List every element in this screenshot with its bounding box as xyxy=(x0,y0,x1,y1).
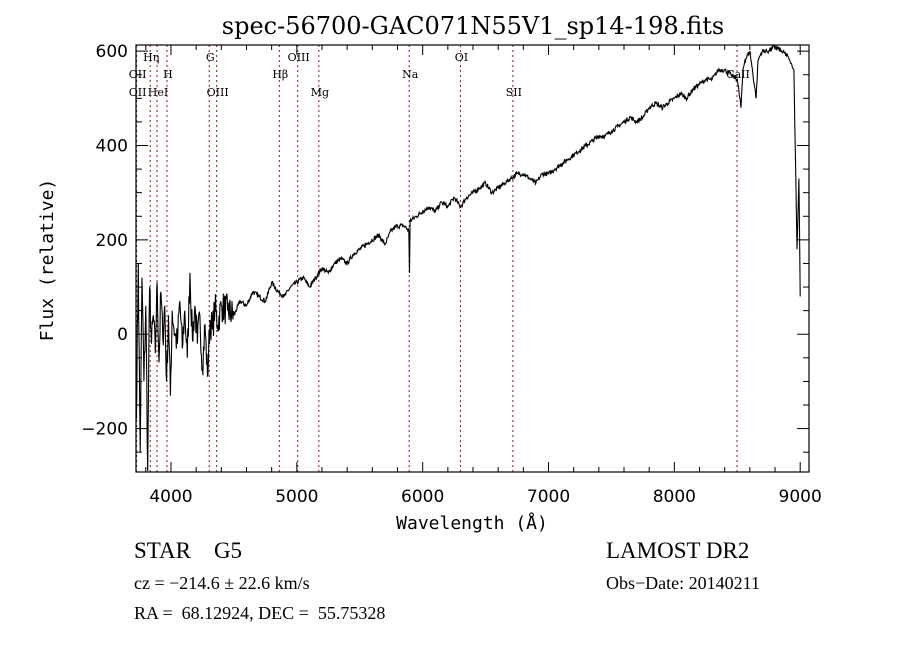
line-marker-label: SII xyxy=(506,86,522,99)
x-tick-label: 5000 xyxy=(275,487,318,507)
x-tick-label: 4000 xyxy=(149,487,192,507)
chart-title: spec-56700-GAC071N55V1_sp14-198.fits xyxy=(222,12,724,40)
x-tick-label: 8000 xyxy=(653,487,696,507)
spectrum-line-spectrum xyxy=(135,44,801,472)
y-tick-label: −200 xyxy=(81,420,128,440)
line-marker-label: OIII xyxy=(288,51,310,64)
x-tick-label: 6000 xyxy=(401,487,444,507)
redshift-velocity: cz = −214.6 ± 22.6 km/s xyxy=(134,573,310,593)
line-marker-label: Mg xyxy=(311,86,329,99)
y-tick-label: 600 xyxy=(96,42,128,62)
line-marker-label: Hβ xyxy=(272,68,288,81)
y-axis-label: Flux (relative) xyxy=(37,179,58,342)
line-marker-label: Hη xyxy=(143,51,159,64)
y-tick-label: 200 xyxy=(96,231,128,251)
line-marker-label: H xyxy=(163,68,173,81)
sky-coordinates: RA = 68.12924, DEC = 55.75328 xyxy=(134,603,386,623)
y-tick-label: 0 xyxy=(117,325,128,345)
survey-name: LAMOST DR2 xyxy=(606,538,750,563)
x-tick-label: 7000 xyxy=(527,487,570,507)
x-tick-label: 9000 xyxy=(779,487,822,507)
line-marker-label: OI xyxy=(455,51,468,64)
axes xyxy=(135,44,810,473)
x-axis-label: Wavelength (Å) xyxy=(396,512,548,534)
observation-date: Obs−Date: 20140211 xyxy=(606,573,760,593)
y-tick-label: 400 xyxy=(96,136,128,156)
line-marker-label: Na xyxy=(402,68,419,81)
ticks: 4000 5000 6000 7000 8000 9000 −200 0 200 400 600 xyxy=(81,42,822,507)
line-marker-label: OIII xyxy=(207,86,229,99)
object-class: STAR G5 xyxy=(134,538,243,563)
line-marker-label: CaII xyxy=(726,68,750,81)
plot-frame xyxy=(135,44,810,473)
line-marker-label: G xyxy=(206,51,215,64)
line-marker-label: HeI xyxy=(148,86,168,99)
spectrum-series xyxy=(135,44,801,472)
line-marker-label: OII xyxy=(129,86,147,99)
